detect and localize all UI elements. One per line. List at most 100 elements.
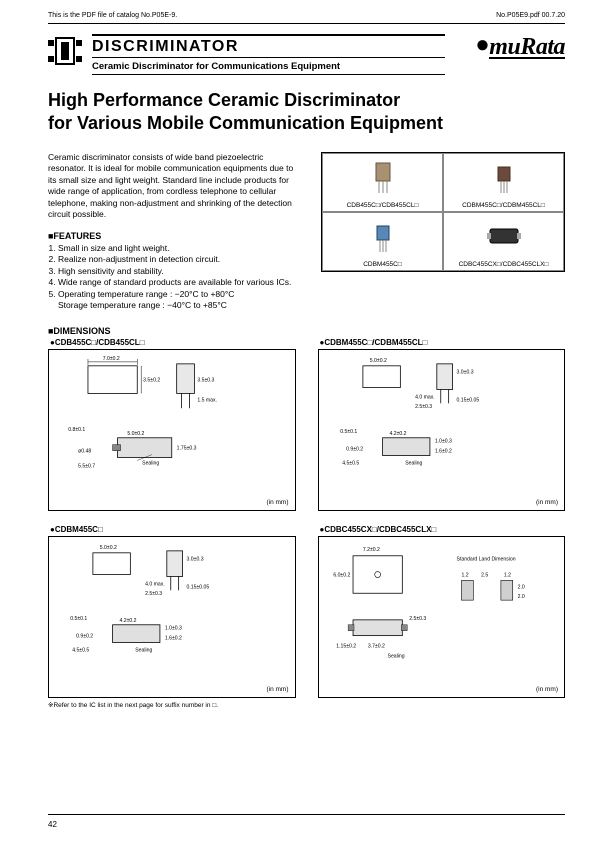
chip-icon (368, 213, 398, 261)
brand-text: ●muRata (475, 34, 565, 61)
chip-label: CDBM455C□ (363, 261, 402, 268)
main-heading: High Performance Ceramic Discriminator f… (48, 89, 565, 134)
subtitle-rule (92, 74, 445, 75)
svg-text:1.6±0.2: 1.6±0.2 (434, 448, 451, 454)
svg-text:1.0±0.3: 1.0±0.3 (434, 438, 451, 444)
dim-title: ●CDBM455C□ (50, 525, 296, 534)
svg-text:ø0.48: ø0.48 (78, 448, 91, 454)
chip-icon (368, 154, 398, 202)
feature-item: Small in size and light weight. (58, 243, 303, 254)
intro-text: Ceramic discriminator consists of wide b… (48, 152, 303, 221)
product-cell: CDB455C□/CDB455CL□ (322, 153, 443, 212)
svg-text:3.7±0.2: 3.7±0.2 (367, 643, 384, 649)
svg-text:5.0±0.2: 5.0±0.2 (127, 430, 144, 436)
svg-text:3.0±0.3: 3.0±0.3 (456, 369, 473, 375)
feature-item: High sensitivity and stability. (58, 266, 303, 277)
svg-text:3.5±0.3: 3.5±0.3 (197, 377, 214, 383)
dim-title: ●CDB455C□/CDB455CL□ (50, 338, 296, 347)
svg-text:2.5±0.3: 2.5±0.3 (415, 404, 432, 410)
svg-text:7.0±0.2: 7.0±0.2 (103, 356, 120, 362)
chip-label: CDBM455C□/CDBM455CL□ (462, 202, 545, 209)
dim-box: 7.2±0.2 6.0±0.2 2.5±0.3 1.15±0.2 3.7±0.2… (318, 536, 566, 698)
footnote: ※Refer to the IC list in the next page f… (48, 701, 565, 709)
svg-text:5.0±0.2: 5.0±0.2 (369, 358, 386, 364)
chip-icon (489, 154, 519, 202)
dim-drawing-icon: 5.0±0.2 3.0±0.3 4.0 max. 2.5±0.3 0.15±0.… (53, 541, 291, 679)
bottom-rule (48, 814, 565, 815)
svg-text:4.2±0.2: 4.2±0.2 (120, 617, 137, 623)
doc-date: No.P05E9.pdf 00.7.20 (496, 12, 565, 19)
svg-text:0.8±0.1: 0.8±0.1 (68, 427, 85, 433)
dim-box: 5.0±0.2 3.0±0.3 4.0 max. 2.5±0.3 0.15±0.… (318, 349, 566, 511)
dim-drawing-icon: 7.0±0.2 3.5±0.2 3.5±0.3 1.5 max. 0.8±0.1… (53, 354, 291, 492)
svg-text:1.15±0.2: 1.15±0.2 (336, 643, 356, 649)
svg-text:Sealing: Sealing (135, 647, 152, 653)
dim-title: ●CDBM455C□/CDBM455CL□ (320, 338, 566, 347)
header-row: DISCRIMINATOR Ceramic Discriminator for … (48, 34, 565, 75)
chip-label: CDB455C□/CDB455CL□ (347, 202, 419, 209)
dim-block-c: ●CDBM455C□ 5.0±0.2 3.0±0.3 4.0 max. 2.5±… (48, 525, 296, 698)
svg-text:6.0±0.2: 6.0±0.2 (333, 572, 350, 578)
svg-text:1.5 max.: 1.5 max. (197, 397, 217, 403)
svg-text:2.0: 2.0 (517, 594, 524, 600)
feature-item: Operating temperature range : −20°C to +… (58, 289, 303, 312)
svg-text:4.5±0.5: 4.5±0.5 (342, 460, 359, 466)
dim-box: 7.0±0.2 3.5±0.2 3.5±0.3 1.5 max. 0.8±0.1… (48, 349, 296, 511)
product-cell: CDBM455C□/CDBM455CL□ (443, 153, 564, 212)
dim-unit: (in mm) (536, 499, 558, 506)
page-number: 42 (48, 820, 57, 829)
svg-text:Standard Land Dimension: Standard Land Dimension (456, 556, 515, 562)
svg-text:1.2: 1.2 (503, 572, 510, 578)
title-block: DISCRIMINATOR Ceramic Discriminator for … (92, 34, 445, 75)
svg-text:4.0 max.: 4.0 max. (415, 394, 435, 400)
chip-icon (484, 213, 524, 261)
feature-item: Wide range of standard products are avai… (58, 277, 303, 288)
top-meta: This is the PDF file of catalog No.P05E-… (0, 0, 595, 19)
features-head: ■FEATURES (48, 231, 303, 241)
svg-text:0.5±0.1: 0.5±0.1 (70, 615, 87, 621)
dim-block-d: ●CDBC455CX□/CDBC455CLX□ 7.2±0.2 6.0±0.2 … (318, 525, 566, 698)
svg-text:0.5±0.1: 0.5±0.1 (340, 428, 357, 434)
chip-label: CDBC455CX□/CDBC455CLX□ (459, 261, 549, 268)
dimensions-head: ■DIMENSIONS (48, 326, 565, 336)
svg-text:2.0: 2.0 (517, 584, 524, 590)
svg-text:1.6±0.2: 1.6±0.2 (165, 635, 182, 641)
col-left: Ceramic discriminator consists of wide b… (48, 152, 303, 312)
dim-unit: (in mm) (266, 499, 288, 506)
svg-text:7.2±0.2: 7.2±0.2 (362, 546, 379, 552)
svg-text:4.0 max.: 4.0 max. (145, 581, 165, 587)
svg-text:4.2±0.2: 4.2±0.2 (389, 430, 406, 436)
svg-text:1.0±0.3: 1.0±0.3 (165, 625, 182, 631)
brand-logo: ●muRata (455, 34, 565, 61)
svg-text:3.0±0.3: 3.0±0.3 (187, 556, 204, 562)
heading-line2: for Various Mobile Communication Equipme… (48, 113, 443, 133)
col-right: CDB455C□/CDB455CL□ CDBM455C□/CDBM455CL□ … (321, 152, 565, 312)
category-subtitle: Ceramic Discriminator for Communications… (92, 61, 445, 72)
feature-item: Realize non-adjustment in detection circ… (58, 254, 303, 265)
dim-unit: (in mm) (266, 686, 288, 693)
dim-block-a: ●CDB455C□/CDB455CL□ 7.0±0.2 3.5±0.2 3.5±… (48, 338, 296, 511)
svg-text:Sealing: Sealing (405, 460, 422, 466)
features-list: Small in size and light weight. Realize … (48, 243, 303, 312)
svg-text:5.0±0.2: 5.0±0.2 (100, 545, 117, 551)
svg-text:0.9±0.2: 0.9±0.2 (76, 633, 93, 639)
dim-unit: (in mm) (536, 686, 558, 693)
svg-text:2.5±0.3: 2.5±0.3 (145, 591, 162, 597)
dimensions-grid: ●CDB455C□/CDB455CL□ 7.0±0.2 3.5±0.2 3.5±… (48, 338, 565, 698)
svg-text:Sealing: Sealing (387, 653, 404, 659)
dim-drawing-icon: 5.0±0.2 3.0±0.3 4.0 max. 2.5±0.3 0.15±0.… (323, 354, 561, 492)
svg-text:2.5±0.3: 2.5±0.3 (409, 615, 426, 621)
svg-text:2.5: 2.5 (481, 572, 488, 578)
product-cell: CDBM455C□ (322, 212, 443, 271)
heading-line1: High Performance Ceramic Discriminator (48, 90, 400, 110)
svg-text:4.5±0.5: 4.5±0.5 (72, 647, 89, 653)
category-title: DISCRIMINATOR (92, 38, 445, 56)
dim-drawing-icon: 7.2±0.2 6.0±0.2 2.5±0.3 1.15±0.2 3.7±0.2… (323, 541, 561, 679)
svg-text:0.15±0.05: 0.15±0.05 (187, 584, 210, 590)
dim-title: ●CDBC455CX□/CDBC455CLX□ (320, 525, 566, 534)
component-icon (48, 34, 82, 70)
content-row: Ceramic discriminator consists of wide b… (48, 152, 565, 312)
product-cell: CDBC455CX□/CDBC455CLX□ (443, 212, 564, 271)
rule-top (48, 23, 565, 24)
dim-block-b: ●CDBM455C□/CDBM455CL□ 5.0±0.2 3.0±0.3 4.… (318, 338, 566, 511)
